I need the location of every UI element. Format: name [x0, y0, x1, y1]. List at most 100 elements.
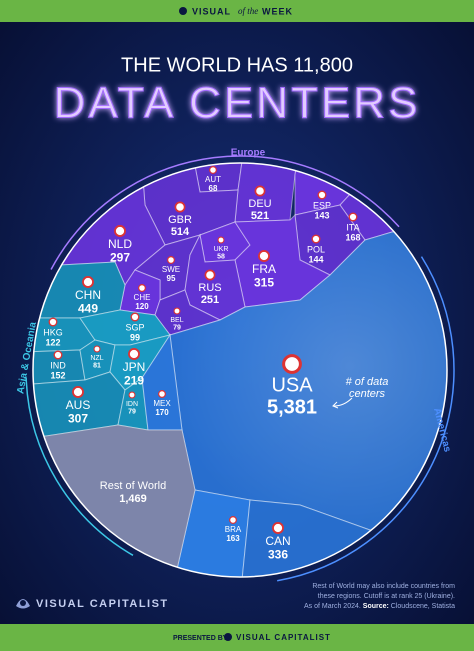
cell-label: Rest of World [100, 480, 166, 492]
value-label: 79 [128, 409, 136, 416]
value-label: 79 [173, 325, 181, 332]
value-label: 152 [50, 370, 65, 380]
flag [311, 234, 321, 244]
flag [348, 212, 358, 222]
cell-label: CHE [134, 293, 151, 302]
value-label: 514 [171, 226, 190, 238]
value-label: 168 [345, 232, 360, 242]
flag [282, 354, 302, 374]
value-label: 251 [201, 294, 219, 306]
flag [254, 185, 266, 197]
flag [128, 348, 140, 360]
cell-label: MEX [153, 399, 171, 408]
cell-label: IND [50, 360, 66, 370]
presenter: VISUAL CAPITALIST [236, 633, 331, 642]
flag [128, 391, 136, 399]
flag [258, 250, 270, 262]
flag [114, 225, 126, 237]
value-label: 143 [314, 210, 329, 220]
cell-shade [170, 232, 447, 530]
cell-label: AUS [66, 398, 91, 412]
region-bracket [277, 256, 455, 582]
value-label: 336 [268, 547, 288, 561]
as-of: As of March 2024. [304, 603, 361, 610]
cell-label: USA [271, 374, 313, 396]
flag [93, 345, 101, 353]
flag [217, 236, 225, 244]
cell-label: BRA [225, 525, 242, 534]
value-label: 297 [110, 250, 130, 264]
flag [204, 269, 216, 281]
value-label: 163 [226, 534, 240, 543]
cell-label: CHN [75, 288, 101, 302]
cell-label: HKG [43, 327, 63, 337]
value-label: 307 [68, 411, 88, 425]
value-label: 170 [155, 408, 169, 417]
cell-label: ESP [313, 200, 331, 210]
cell-label: SWE [162, 265, 180, 274]
chart-title: DATA CENTERS [54, 79, 421, 128]
value-label: 99 [130, 332, 140, 342]
cell-label: IDN [126, 401, 138, 408]
annotation-arrow [333, 397, 353, 407]
flag [272, 522, 284, 534]
value-label: 122 [45, 337, 60, 347]
source: Cloudscene, Statista [391, 603, 455, 610]
cell-label: SGP [125, 322, 144, 332]
flag [173, 307, 181, 315]
value-label: 449 [78, 301, 98, 315]
footnote: these regions. Cutoff is at rank 25 (Ukr… [318, 593, 455, 600]
badge-icon [179, 7, 187, 15]
cell-label: CAN [265, 534, 290, 548]
cell-label: POL [307, 244, 325, 254]
title-line: THE WORLD HAS 11,800 [121, 54, 353, 76]
footnote: As of March 2024. Source: Cloudscene, St… [304, 603, 455, 610]
badge-text: of the [238, 6, 258, 16]
value-label: 5,381 [267, 396, 317, 418]
cell-label: JPN [123, 360, 146, 374]
cell-label: AUT [205, 175, 221, 184]
value-label: 95 [167, 274, 176, 283]
region-name: Europe [231, 148, 266, 159]
cell-label: FRA [252, 262, 276, 276]
cell-label: UKR [214, 246, 229, 253]
badge-text: WEEK [262, 6, 293, 16]
region-bracket [50, 155, 400, 270]
source-label: Source: [363, 603, 389, 610]
flag [158, 390, 166, 398]
value-label: 219 [124, 373, 144, 387]
value-label: 58 [217, 254, 225, 261]
flag [229, 516, 237, 524]
cell-label: BEL [170, 317, 183, 324]
bottom-bar [0, 624, 474, 651]
annotation-arrowhead [332, 401, 339, 409]
flag [317, 190, 327, 200]
cell-label: NZL [90, 355, 103, 362]
presented-by: PRESENTED BY [173, 635, 228, 642]
brand: VISUAL CAPITALIST [36, 598, 169, 610]
cell-label: GBR [168, 214, 192, 226]
annotation: centers [349, 388, 386, 400]
value-label: 68 [209, 184, 218, 193]
value-label: 81 [93, 363, 101, 370]
flag [138, 284, 146, 292]
presenter-icon [224, 633, 232, 641]
circle-rim [32, 162, 448, 578]
flag [53, 350, 63, 360]
flag [72, 386, 84, 398]
cell-label: ITA [346, 222, 359, 232]
cell-label: NLD [108, 237, 132, 251]
cell-label: DEU [248, 198, 271, 210]
flag [82, 276, 94, 288]
value-label: 144 [308, 254, 323, 264]
region-bracket [25, 377, 134, 556]
value-label: 521 [251, 210, 269, 222]
annotation: # of data [346, 376, 389, 388]
flag [209, 166, 217, 174]
flag [167, 256, 175, 264]
footnote: Rest of World may also include countries… [312, 583, 455, 590]
top-bar [0, 0, 474, 22]
flag [174, 201, 186, 213]
brand-logo [16, 599, 30, 609]
